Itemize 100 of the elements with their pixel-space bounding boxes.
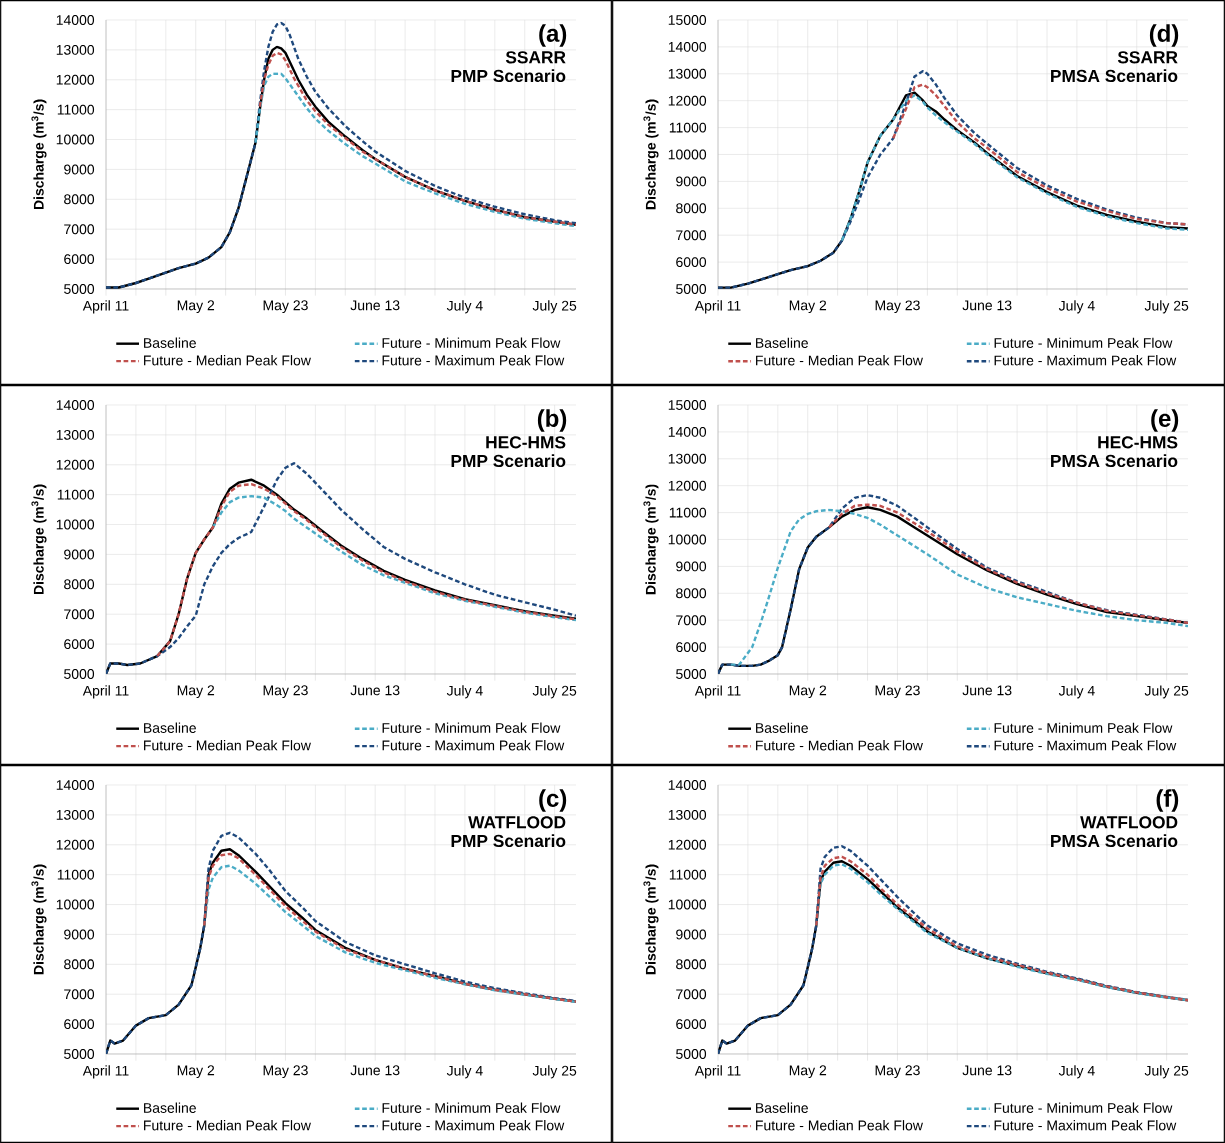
- chart-title: (d): [1149, 24, 1179, 47]
- y-tick-label: 8000: [676, 959, 707, 970]
- x-tick-label: April 11: [82, 1065, 129, 1079]
- y-tick-label: 15000: [668, 15, 707, 25]
- legend-label: Baseline: [144, 1102, 196, 1113]
- y-tick-label: 12000: [56, 839, 95, 850]
- y-tick-label: 8000: [64, 579, 95, 590]
- x-tick-label: June 13: [962, 300, 1012, 311]
- y-tick-label: 8000: [676, 588, 707, 599]
- y-tick-label: 13000: [56, 809, 95, 820]
- legend-label: Baseline: [756, 337, 808, 348]
- y-tick-label: 8000: [64, 959, 95, 970]
- x-tick-label: May 23: [263, 1065, 308, 1079]
- x-tick-label: May 2: [789, 300, 827, 314]
- chart-title: (e): [1151, 409, 1179, 432]
- x-tick-label: May 2: [177, 1065, 215, 1079]
- line-series: [156, 482, 576, 658]
- x-tick-label: July 25: [532, 1065, 577, 1079]
- legend-label: Future - Minimum Peak Flow: [994, 722, 1173, 733]
- legend-label: Future - Median Peak Flow: [144, 740, 311, 751]
- legend-label: Future - Maximum Peak Flow: [994, 1120, 1177, 1131]
- y-tick-label: 10000: [668, 899, 707, 910]
- legend-label: Future - Median Peak Flow: [756, 1120, 923, 1131]
- x-tick-label: April 11: [694, 685, 741, 699]
- annotation: WATFLOOD: [468, 816, 566, 829]
- y-tick-label: 12000: [668, 480, 707, 491]
- y-tick-label: 14000: [56, 780, 95, 790]
- line-series: [827, 503, 1189, 625]
- x-tick-label: May 2: [789, 685, 827, 699]
- annotation: HEC-HMS: [486, 436, 566, 449]
- y-tick-label: 5000: [64, 1049, 95, 1059]
- y-tick-label: 9000: [64, 929, 95, 940]
- legend-label: Future - Maximum Peak Flow: [382, 1120, 565, 1131]
- y-tick-label: 13000: [668, 68, 707, 79]
- chart-title: (f): [1156, 789, 1179, 812]
- y-tick-label: 11000: [669, 869, 707, 880]
- x-tick-label: July 25: [1144, 300, 1189, 314]
- legend-label: Baseline: [756, 1102, 808, 1113]
- x-tick-label: June 13: [350, 300, 400, 311]
- x-tick-label: July 25: [1144, 1065, 1189, 1079]
- annotation: SSARR: [505, 51, 566, 64]
- y-tick-label: 5000: [676, 284, 707, 294]
- y-axis-title: Discharge (m$^{3}$/s): [31, 484, 47, 595]
- legend-label: Future - Minimum Peak Flow: [382, 722, 561, 733]
- x-tick-label: April 11: [82, 685, 129, 699]
- y-tick-label: 7000: [64, 224, 95, 235]
- x-tick-label: June 13: [350, 685, 400, 696]
- x-tick-label: May 23: [875, 1065, 920, 1079]
- y-tick-label: 13000: [56, 44, 95, 55]
- y-axis-title: Discharge (m$^{3}$/s): [643, 99, 659, 210]
- y-tick-label: 15000: [668, 400, 707, 410]
- x-tick-label: May 23: [875, 685, 920, 699]
- legend-label: Future - Maximum Peak Flow: [994, 740, 1177, 751]
- x-tick-label: July 4: [446, 300, 483, 314]
- legend-label: Future - Median Peak Flow: [144, 355, 311, 366]
- y-tick-label: 12000: [56, 459, 95, 470]
- y-axis-title: Discharge (m$^{3}$/s): [643, 864, 659, 975]
- legend-label: Future - Median Peak Flow: [756, 355, 923, 366]
- x-tick-label: July 4: [446, 1065, 483, 1079]
- annotation: PMP Scenario: [451, 454, 566, 468]
- y-tick-label: 14000: [56, 15, 95, 25]
- y-tick-label: 5000: [64, 284, 95, 294]
- y-tick-label: 10000: [668, 534, 707, 545]
- legend-label: Baseline: [144, 722, 196, 733]
- legend-label: Future - Median Peak Flow: [756, 740, 923, 751]
- y-tick-label: 12000: [668, 95, 707, 106]
- legend-label: Future - Maximum Peak Flow: [382, 740, 565, 751]
- annotation: SSARR: [1117, 51, 1178, 64]
- x-tick-label: April 11: [82, 300, 129, 314]
- y-tick-label: 6000: [64, 639, 95, 650]
- y-tick-label: 7000: [676, 989, 707, 1000]
- y-tick-label: 5000: [64, 669, 95, 679]
- y-tick-label: 9000: [676, 176, 707, 187]
- x-tick-label: May 23: [263, 300, 308, 314]
- y-tick-label: 11000: [57, 104, 95, 115]
- x-tick-label: May 23: [875, 300, 920, 314]
- y-tick-label: 6000: [676, 257, 707, 268]
- y-tick-label: 7000: [64, 989, 95, 1000]
- x-tick-label: July 4: [1058, 1065, 1095, 1079]
- x-tick-label: June 13: [350, 1065, 400, 1076]
- annotation: PMSA Scenario: [1051, 834, 1178, 848]
- y-tick-label: 9000: [64, 164, 95, 175]
- y-tick-label: 13000: [56, 429, 95, 440]
- chart-title: (c): [539, 789, 567, 812]
- annotation: PMSA Scenario: [1051, 69, 1178, 83]
- x-tick-label: July 4: [1058, 685, 1095, 699]
- legend-label: Future - Minimum Peak Flow: [994, 1102, 1173, 1113]
- legend-label: Baseline: [756, 722, 808, 733]
- y-tick-label: 8000: [676, 203, 707, 214]
- chart-title: (b): [537, 409, 567, 432]
- y-tick-label: 12000: [56, 74, 95, 85]
- y-tick-label: 8000: [64, 194, 95, 205]
- y-tick-label: 12000: [668, 839, 707, 850]
- y-tick-label: 7000: [676, 615, 707, 626]
- y-tick-label: 13000: [668, 809, 707, 820]
- y-tick-label: 10000: [56, 134, 95, 145]
- y-axis-title: Discharge (m$^{3}$/s): [31, 864, 47, 975]
- x-tick-label: July 4: [1058, 300, 1095, 314]
- y-tick-label: 6000: [64, 254, 95, 265]
- x-tick-label: May 2: [177, 685, 215, 699]
